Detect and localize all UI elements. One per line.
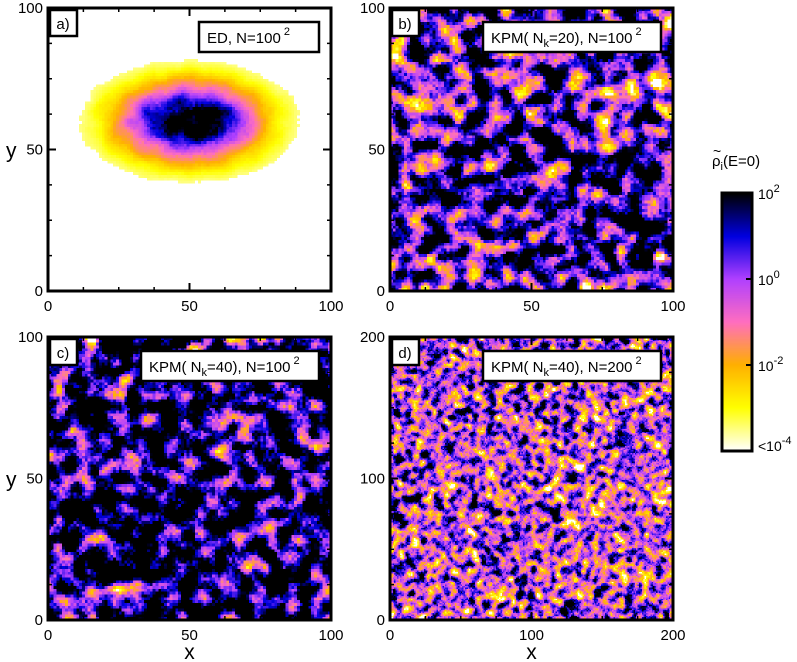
x-tick-label: 0 <box>386 627 394 644</box>
colorbar-title-tilde: ~ <box>713 143 721 159</box>
heatmap-image-c <box>48 337 331 620</box>
x-tick-label: 100 <box>318 298 343 315</box>
svg-text:d): d) <box>398 345 411 362</box>
svg-text:b): b) <box>398 16 411 33</box>
svg-text:ED, N=100 2: ED, N=100 2 <box>207 26 290 47</box>
x-tick-label: 100 <box>519 627 544 644</box>
colorbar-title: ρi(E=0) <box>712 153 760 173</box>
heatmap-image-a <box>48 8 331 291</box>
y-tick-label: 0 <box>377 283 385 300</box>
y-tick-label: 100 <box>360 0 385 17</box>
panel-legend: KPM( Nk=40), N=200 2 <box>481 349 663 383</box>
colorbar-frame <box>720 191 754 453</box>
colorbar-label: 100 <box>758 269 780 288</box>
y-tick-label: 100 <box>360 471 385 488</box>
panel-tag: a) <box>48 8 79 38</box>
panel-legend: ED, N=100 2 <box>197 20 321 54</box>
x-tick-label: 50 <box>523 298 540 315</box>
heatmap-image-b <box>390 8 673 291</box>
svg-text:KPM( Nk=40), N=100 2: KPM( Nk=40), N=100 2 <box>149 355 300 379</box>
x-tick-label: 100 <box>318 627 343 644</box>
y-axis-label: y <box>6 140 17 163</box>
panel-legend: KPM( Nk=40), N=100 2 <box>139 349 321 383</box>
svg-text:c): c) <box>57 345 70 362</box>
colorbar-label: <10-4 <box>758 435 792 454</box>
y-tick-label: 50 <box>368 142 385 159</box>
y-axis-label: y <box>6 469 17 492</box>
svg-text:KPM( Nk=40), N=200 2: KPM( Nk=40), N=200 2 <box>491 355 642 379</box>
x-tick-label: 50 <box>181 298 198 315</box>
x-tick-label: 0 <box>44 627 52 644</box>
y-tick-label: 0 <box>35 612 43 629</box>
colorbar-label: 102 <box>758 183 780 202</box>
x-tick-label: 50 <box>181 627 198 644</box>
y-tick-label: 50 <box>26 471 43 488</box>
x-tick-label: 0 <box>44 298 52 315</box>
y-tick-label: 0 <box>35 283 43 300</box>
x-tick-label: 100 <box>660 298 685 315</box>
panel-tag: d) <box>390 337 421 367</box>
panel-tag: b) <box>390 8 421 38</box>
x-axis-label: x <box>526 641 537 662</box>
x-tick-label: 200 <box>660 627 685 644</box>
x-axis-label: x <box>184 641 195 662</box>
svg-text:a): a) <box>56 16 69 33</box>
x-tick-label: 0 <box>386 298 394 315</box>
heatmap-image-d <box>390 337 673 620</box>
y-tick-label: 0 <box>377 612 385 629</box>
y-tick-label: 100 <box>18 0 43 17</box>
colorbar-gradient <box>722 193 752 451</box>
panel-tag: c) <box>48 337 79 367</box>
y-tick-label: 100 <box>18 329 43 346</box>
y-tick-label: 50 <box>26 142 43 159</box>
svg-text:KPM( Nk=20), N=100 2: KPM( Nk=20), N=100 2 <box>491 26 642 50</box>
colorbar-label: 10-2 <box>758 355 783 374</box>
panel-legend: KPM( Nk=20), N=100 2 <box>481 20 663 54</box>
y-tick-label: 200 <box>360 329 385 346</box>
